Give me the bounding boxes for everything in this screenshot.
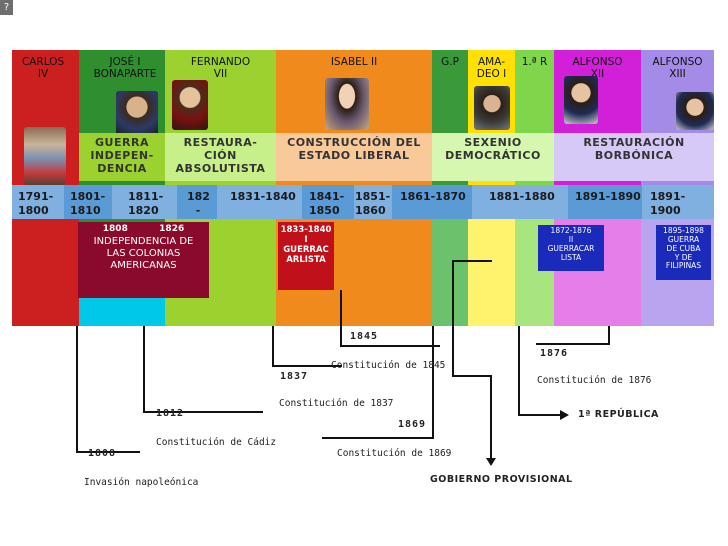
- event-label-1869: Constitución de 1869: [337, 448, 452, 459]
- independencia-text: INDEPENDENCIA DE LAS COLONIAS AMERICANAS: [93, 236, 194, 271]
- reign-label-jose-i: JOSÉ I BONAPARTE: [93, 56, 157, 81]
- lower-cyan-jose: [79, 298, 165, 326]
- carlista1-text: 1833-1840 I GUERRAC ARLISTA: [280, 225, 332, 266]
- period-1801: 1801- 1810: [70, 190, 106, 218]
- event-label-1812: Constitución de Cádiz: [156, 437, 277, 448]
- help-icon[interactable]: ?: [0, 0, 13, 15]
- carlista1-box: [278, 222, 334, 290]
- event-year-1845: 1845: [350, 331, 379, 342]
- independencia-box: [78, 222, 209, 298]
- event-year-1837: 1837: [280, 371, 309, 382]
- portrait-alfonso-xiii: [676, 92, 714, 130]
- stage-sexenio-bg: [432, 133, 554, 181]
- stage-restauracion-bg: [554, 133, 714, 181]
- period-1861: 1861-1870: [400, 190, 466, 203]
- cuba-text: 1895-1898 GUERRA DE CUBA Y DE FILIPINAS: [663, 226, 704, 271]
- period-1891b: 1891-1900: [650, 190, 686, 218]
- stage-construccion-estado-liberal: CONSTRUCCIÓN DEL ESTADO LIBERAL: [287, 136, 421, 162]
- connector-1r-h: [518, 414, 562, 416]
- reign-label-amadeo-i: AMA- DEO I: [476, 56, 507, 81]
- event-year-1876: 1876: [540, 348, 569, 359]
- period-1831: 1831-1840: [230, 190, 296, 203]
- connector-gp-h2: [452, 375, 492, 377]
- connector-1845-v: [340, 290, 342, 346]
- stage-construccion-bg: [276, 133, 432, 181]
- portrait-isabel-ii: [325, 78, 369, 130]
- connector-1808-v: [76, 326, 78, 452]
- portrait-amadeo-i: [474, 86, 510, 130]
- lower-gp: [432, 219, 468, 326]
- connector-gp-h: [452, 260, 492, 262]
- period-band-1891a: [568, 185, 642, 219]
- portrait-carlos-iv: [24, 127, 66, 185]
- portrait-fernando-vii: [172, 80, 208, 130]
- arrow-right-icon: [560, 410, 569, 420]
- timeline-chart: CARLOS IV JOSÉ I BONAPARTE FERNANDO VII …: [12, 50, 714, 326]
- carlista2-box: [538, 225, 604, 271]
- period-1891a: 1891-1890: [575, 190, 641, 203]
- arrow-down-icon: [486, 458, 496, 466]
- connector-1869-h: [322, 437, 434, 439]
- event-year-1812: 1812: [156, 408, 185, 419]
- reign-label-1r: 1.ª R: [521, 56, 548, 68]
- period-band-1861: [392, 185, 472, 219]
- reign-label-fernando-vii: FERNANDO VII: [190, 56, 251, 81]
- period-band-1841: [302, 185, 354, 219]
- connector-1837-h: [272, 365, 342, 367]
- cuba-box: [656, 225, 711, 280]
- event-label-gobierno-provisional: GOBIERNO PROVISIONAL: [430, 474, 573, 485]
- reign-label-gp: G.P: [441, 56, 459, 68]
- period-1851: 1851- 1860: [355, 190, 391, 218]
- event-year-1869: 1869: [398, 419, 427, 430]
- period-1841: 1841- 1850: [309, 190, 345, 218]
- connector-1837-v: [272, 326, 274, 366]
- period-1881: 1881-1880: [489, 190, 555, 203]
- period-1811: 1811- 1820: [128, 190, 164, 218]
- connector-1812-h: [143, 411, 263, 413]
- independencia-years: 1808 1826: [102, 224, 185, 234]
- event-label-1-republica: 1ª REPÚBLICA: [578, 409, 659, 420]
- event-year-1808: 1808: [88, 448, 117, 459]
- period-band-1801: [64, 185, 112, 219]
- stage-restauracion-borbonica: RESTAURACIÓN BORBÓNICA: [583, 136, 685, 162]
- lower-amadeo: [468, 219, 515, 326]
- reign-label-carlos-iv: CARLOS IV: [21, 56, 65, 81]
- connector-gp-v1: [452, 260, 454, 376]
- stage-sexenio-democratico: SEXENIO DEMOCRÁTICO: [445, 136, 541, 162]
- stage-guerra-bg: [79, 133, 165, 181]
- portrait-jose-i: [116, 91, 158, 137]
- connector-gp-v2: [490, 375, 492, 463]
- period-1821: 1821 - 1830: [187, 190, 209, 221]
- connector-1r-v: [518, 326, 520, 415]
- reign-label-alfonso-xiii: ALFONSO XIII: [652, 56, 703, 81]
- period-1791: 1791- 1800: [18, 190, 54, 218]
- connector-1808-h: [76, 451, 140, 453]
- connector-1812-v: [143, 326, 145, 412]
- connector-1845-h: [340, 345, 440, 347]
- event-label-1837: Constitución de 1837: [279, 398, 394, 409]
- stage-guerra-independencia: GUERRA INDEPEN- DENCIA: [90, 136, 154, 175]
- event-label-1876: Constitución de 1876: [537, 375, 652, 386]
- connector-1869-v: [432, 326, 434, 438]
- reign-label-isabel-ii: ISABEL II: [330, 56, 378, 68]
- event-label-1845: Constitución de 1845: [331, 360, 446, 371]
- carlista2-text: 1872-1876 II GUERRACAR LISTA: [547, 226, 595, 262]
- event-label-1808: Invasión napoleónica: [84, 477, 199, 488]
- stage-restauracion-absolutista: RESTAURA- CIÓN ABSOLUTISTA: [175, 136, 266, 175]
- period-band-1821: [177, 185, 217, 219]
- connector-1876-h: [536, 343, 610, 345]
- reign-label-alfonso-xii: ALFONSO XII: [572, 56, 623, 81]
- connector-1876-v: [608, 326, 610, 344]
- portrait-alfonso-xii: [564, 76, 598, 124]
